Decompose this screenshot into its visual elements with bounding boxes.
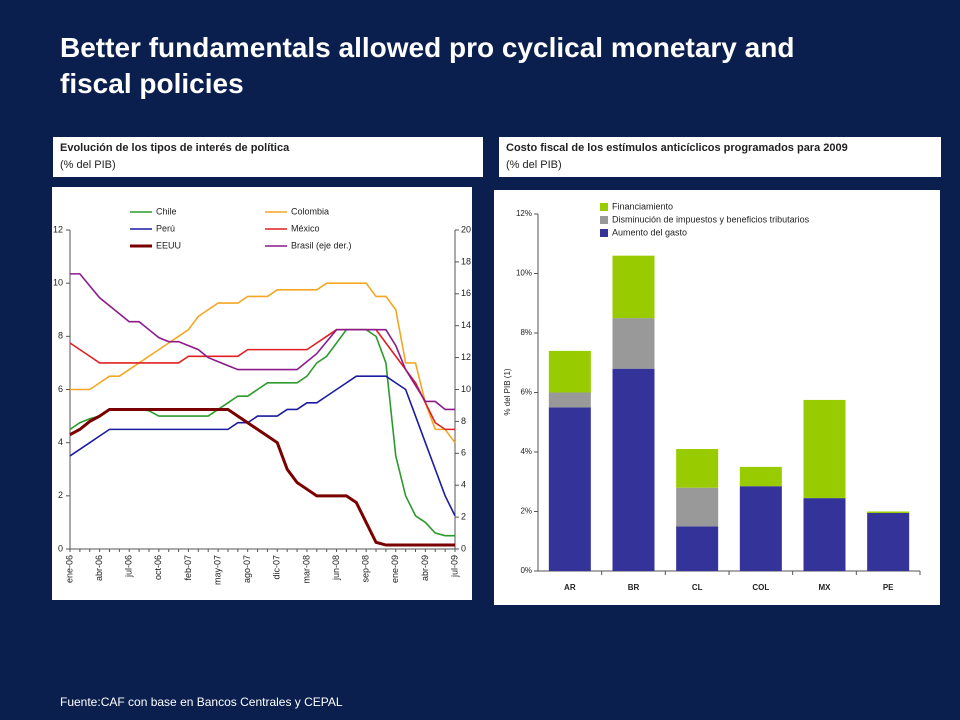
x-tick-label: may-07 — [212, 555, 222, 585]
bar-segment — [548, 392, 591, 408]
legend-label: Perú — [156, 223, 175, 233]
x-tick-label: jul-06 — [124, 555, 134, 578]
bar-segment — [739, 466, 782, 487]
y-tick-label: 4 — [58, 437, 63, 447]
legend-label: Colombia — [291, 206, 329, 216]
x-tick-label: sep-08 — [361, 555, 371, 583]
series-line — [70, 282, 456, 444]
y-tick-label: 6% — [520, 388, 532, 397]
x-tick-label: oct-06 — [153, 555, 163, 580]
legend-label: Brasil (eje der.) — [291, 240, 352, 250]
x-tick-label: abr-06 — [94, 555, 104, 581]
x-tick-label: MX — [819, 583, 832, 592]
legend-label: Chile — [156, 206, 177, 216]
caption-title: Costo fiscal de los estímulos anticíclic… — [506, 142, 848, 154]
bar-segment — [612, 318, 655, 369]
footer: Fuente:CAF con base en Bancos Centrales … — [60, 695, 343, 709]
legend-label: México — [291, 223, 320, 233]
bar-segment — [739, 486, 782, 571]
x-tick-label: CL — [692, 583, 703, 592]
caption-subtitle: (% del PIB) — [60, 159, 116, 171]
legend-swatch — [600, 229, 608, 237]
y2-tick-label: 16 — [461, 288, 471, 298]
y-tick-label: 8 — [58, 331, 63, 341]
caption-box — [499, 137, 941, 177]
legend-swatch — [600, 216, 608, 224]
y-tick-label: 2 — [58, 490, 63, 500]
bar-segment — [803, 399, 846, 499]
y-axis-title: % del PIB (1) — [503, 368, 512, 415]
x-tick-label: ene-06 — [64, 555, 74, 583]
x-tick-label: ago-07 — [242, 555, 252, 583]
series-line — [69, 375, 456, 517]
y2-tick-label: 2 — [461, 511, 466, 521]
y2-tick-label: 18 — [461, 256, 471, 266]
x-tick-label: COL — [752, 583, 769, 592]
y-tick-label: 10 — [53, 278, 63, 288]
y-tick-label: 12% — [516, 209, 532, 218]
x-tick-label: feb-07 — [183, 555, 193, 581]
y2-tick-label: 10 — [461, 384, 471, 394]
slide-title: Better fundamentals allowed pro cyclical… — [60, 32, 794, 99]
y2-tick-label: 8 — [461, 416, 466, 426]
x-tick-label: BR — [628, 583, 640, 592]
y2-tick-label: 12 — [461, 352, 471, 362]
x-tick-label: abr-09 — [420, 555, 430, 581]
y2-tick-label: 20 — [461, 224, 471, 234]
bar-segment — [867, 512, 910, 571]
chart-panel — [52, 187, 472, 600]
legend-label: EEUU — [156, 240, 181, 250]
bar-segment — [676, 449, 719, 488]
x-tick-label: mar-08 — [301, 555, 311, 584]
x-tick-label: AR — [564, 583, 576, 592]
y-tick-label: 12 — [53, 224, 63, 234]
bar-segment — [612, 255, 655, 319]
legend-label: Financiamiento — [612, 201, 673, 211]
series-line — [69, 328, 455, 431]
legend-swatch — [600, 203, 608, 211]
bar-segment — [676, 487, 719, 527]
series-line — [70, 273, 455, 411]
bar-segment — [803, 498, 846, 571]
series-line — [69, 407, 455, 547]
y-tick-label: 6 — [58, 384, 63, 394]
y2-tick-label: 0 — [461, 543, 466, 553]
bar-segment — [867, 511, 910, 513]
bar-segment — [548, 350, 591, 393]
bar-segment — [548, 407, 591, 571]
y-tick-label: 0 — [58, 543, 63, 553]
bar-segment — [676, 526, 719, 571]
bar-segment — [612, 368, 655, 571]
y-tick-label: 4% — [520, 447, 532, 456]
caption-box — [53, 137, 483, 177]
y-tick-label: 2% — [520, 507, 532, 516]
x-tick-label: ene-09 — [390, 555, 400, 583]
y-tick-label: 0% — [520, 566, 532, 575]
y2-tick-label: 6 — [461, 448, 466, 458]
x-tick-label: jun-08 — [331, 555, 341, 581]
caption-title: Evolución de los tipos de interés de pol… — [60, 142, 290, 154]
caption-subtitle: (% del PIB) — [506, 159, 562, 171]
y-tick-label: 10% — [516, 269, 532, 278]
x-tick-label: dic-07 — [272, 555, 282, 580]
y-tick-label: 8% — [520, 328, 532, 337]
x-tick-label: PE — [883, 583, 894, 592]
y2-tick-label: 4 — [461, 480, 466, 490]
legend-label: Aumento del gasto — [612, 227, 687, 237]
x-tick-label: jul-09 — [449, 555, 459, 578]
y2-tick-label: 14 — [461, 320, 471, 330]
legend-label: Disminución de impuestos y beneficios tr… — [612, 214, 810, 224]
